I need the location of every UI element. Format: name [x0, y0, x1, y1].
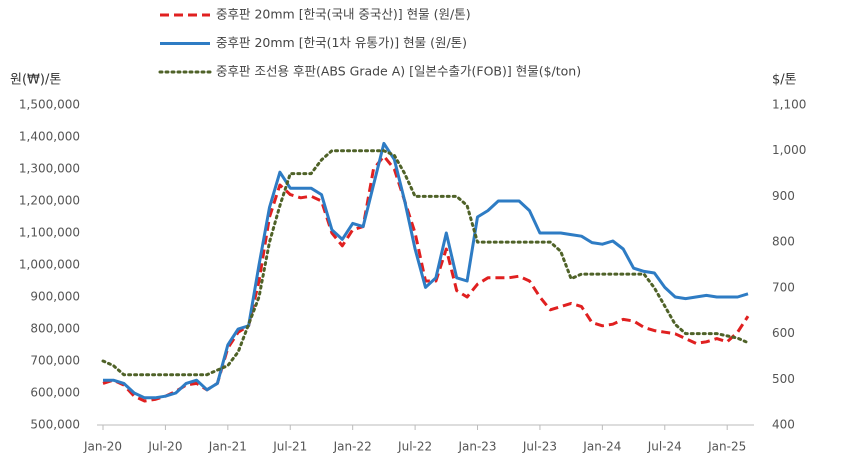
y2-tick-label: 1,100 — [772, 98, 806, 112]
x-tick-label: Jul-21 — [272, 440, 307, 454]
y-tick-label: 1,200,000 — [19, 194, 80, 208]
legend-label: 중후판 20mm [한국(1차 유통가)] 현물 (원/톤) — [216, 35, 467, 50]
y-tick-label: 500,000 — [30, 418, 80, 432]
y-tick-label: 700,000 — [30, 354, 80, 368]
y2-tick-label: 800 — [772, 235, 795, 249]
y-tick-label: 1,500,000 — [19, 98, 80, 112]
x-tick-label: Jul-20 — [147, 440, 182, 454]
y-tick-label: 1,400,000 — [19, 130, 80, 144]
legend: 중후판 20mm [한국(국내 중국산)] 현물 (원/톤) 중후판 20mm [… — [158, 7, 581, 79]
y2-tick-label: 500 — [772, 372, 795, 386]
y2-tick-label: 1,000 — [772, 143, 806, 157]
x-tick-label: Jan-22 — [333, 440, 372, 454]
legend-label: 중후판 조선용 후판(ABS Grade A) [일본수출가(FOB)] 현물(… — [216, 64, 581, 79]
series-line — [103, 141, 749, 400]
y-tick-label: 900,000 — [30, 290, 80, 304]
y2-tick-label: 600 — [772, 326, 795, 340]
y2-axis-label: $/톤 — [772, 73, 797, 88]
y-tick-label: 1,300,000 — [19, 162, 80, 176]
x-tick-label: Jan-24 — [582, 440, 621, 454]
y2-tick-label: 400 — [772, 418, 795, 432]
x-tick-label: Jan-23 — [457, 440, 496, 454]
legend-label: 중후판 20mm [한국(국내 중국산)] 현물 (원/톤) — [216, 7, 471, 22]
x-tick-label: Jan-21 — [208, 440, 247, 454]
y-tick-label: 800,000 — [30, 322, 80, 336]
y-tick-label: 600,000 — [30, 386, 80, 400]
series-line — [101, 149, 750, 377]
y2-tick-label: 700 — [772, 280, 795, 294]
y-tick-label: 1,000,000 — [19, 258, 80, 272]
y-axis-label: 원(₩)/톤 — [10, 73, 61, 88]
x-tick-label: Jul-24 — [647, 440, 682, 454]
y2-tick-label: 900 — [772, 189, 795, 203]
x-tick-label: Jan-20 — [83, 440, 122, 454]
series-line — [102, 154, 750, 403]
y-tick-label: 1,100,000 — [19, 226, 80, 240]
x-tick-label: Jan-25 — [707, 440, 746, 454]
x-tick-label: Jul-23 — [522, 440, 557, 454]
x-tick-label: Jul-22 — [397, 440, 432, 454]
